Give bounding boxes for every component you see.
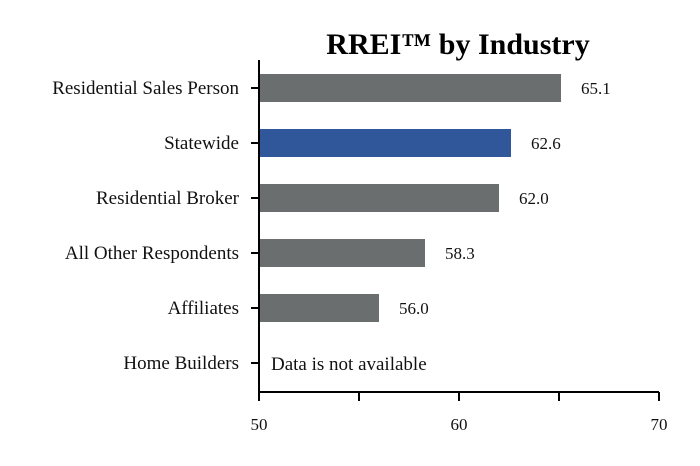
y-tick-label-all-other-respondents: All Other Respondents <box>65 243 239 264</box>
y-axis: Residential Sales Person Statewide Residen… <box>52 60 260 392</box>
data-label-affiliates: 56.0 <box>399 299 429 318</box>
x-tick-label-70: 70 <box>651 415 668 434</box>
data-label-all-other-respondents: 58.3 <box>445 244 475 263</box>
bar-statewide <box>259 129 511 157</box>
chart-title: RREI™ by Industry <box>326 28 589 61</box>
x-tick-label-50: 50 <box>251 415 268 434</box>
y-tick-label-affiliates: Affiliates <box>168 298 239 319</box>
bar-affiliates <box>259 294 379 322</box>
y-tick-label-residential-broker: Residential Broker <box>96 188 240 209</box>
x-tick-label-60: 60 <box>451 415 468 434</box>
missing-data-note: Data is not available <box>271 354 427 375</box>
data-label-statewide: 62.6 <box>531 134 561 153</box>
bar-residential-broker <box>259 184 499 212</box>
bar-all-other-respondents <box>259 239 425 267</box>
x-axis: 50 60 70 <box>251 391 668 434</box>
bars-group: 65.1 62.6 62.0 58.3 56.0 Data is not availabl… <box>259 74 611 375</box>
y-tick-label-statewide: Statewide <box>164 133 239 154</box>
y-tick-label-home-builders: Home Builders <box>123 353 239 374</box>
bar-residential-sales-person <box>259 74 561 102</box>
data-label-residential-sales-person: 65.1 <box>581 79 611 98</box>
data-label-residential-broker: 62.0 <box>519 189 549 208</box>
y-tick-label-residential-sales-person: Residential Sales Person <box>52 78 239 99</box>
